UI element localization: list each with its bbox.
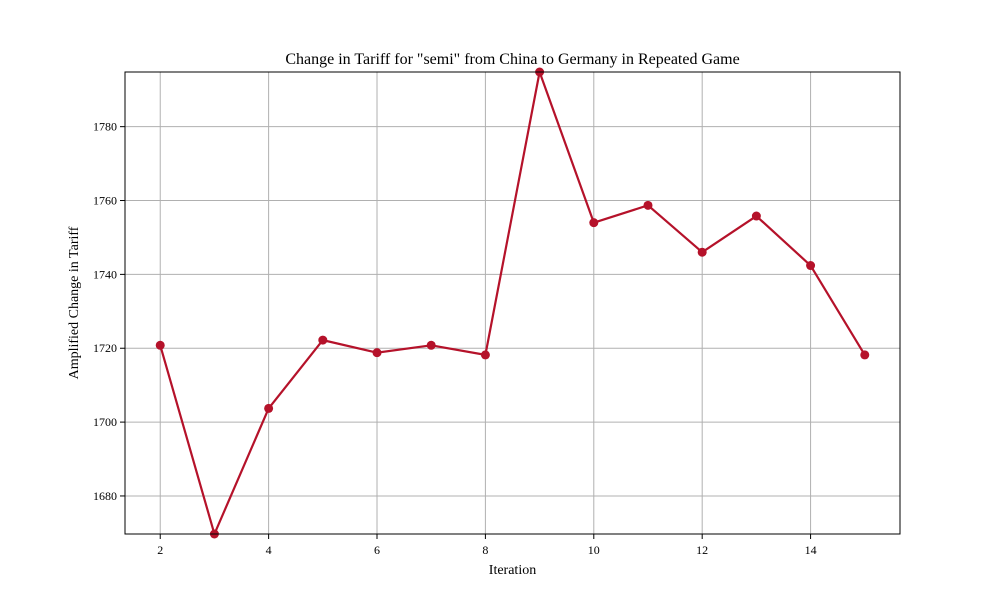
data-point <box>372 348 382 358</box>
y-tick-label: 1780 <box>93 120 117 134</box>
x-tick-label: 6 <box>374 543 380 557</box>
y-tick-label: 1720 <box>93 341 117 355</box>
data-point <box>860 350 870 360</box>
data-point <box>480 350 490 360</box>
x-tick-label: 8 <box>482 543 488 557</box>
y-tick-label: 1680 <box>93 489 117 503</box>
chart-title: Change in Tariff for "semi" from China t… <box>285 51 739 68</box>
x-tick-label: 12 <box>696 543 708 557</box>
x-tick-label: 4 <box>266 543 272 557</box>
y-axis-label: Amplified Change in Tariff <box>67 226 82 379</box>
data-point <box>751 211 761 221</box>
x-tick-label: 2 <box>157 543 163 557</box>
data-point <box>589 218 599 228</box>
series-layer <box>155 67 870 539</box>
data-point <box>643 200 653 210</box>
data-point <box>318 335 328 345</box>
x-tick-label: 10 <box>588 543 600 557</box>
grid <box>125 72 900 534</box>
y-tick-label: 1700 <box>93 415 117 429</box>
y-tick-label: 1740 <box>93 267 117 281</box>
data-point <box>155 340 165 350</box>
axis-ticks: 2 4 6 8 10 12 14 1680 1700 1720 1740 1760 1780 <box>93 120 817 557</box>
data-point <box>264 403 274 413</box>
data-point <box>697 247 707 257</box>
series-line <box>159 70 866 536</box>
x-axis-label: Iteration <box>489 563 536 578</box>
y-tick-label: 1760 <box>93 194 117 208</box>
x-tick-label: 14 <box>805 543 817 557</box>
data-point <box>806 261 816 271</box>
data-point <box>426 340 436 350</box>
plot-frame <box>124 71 901 535</box>
